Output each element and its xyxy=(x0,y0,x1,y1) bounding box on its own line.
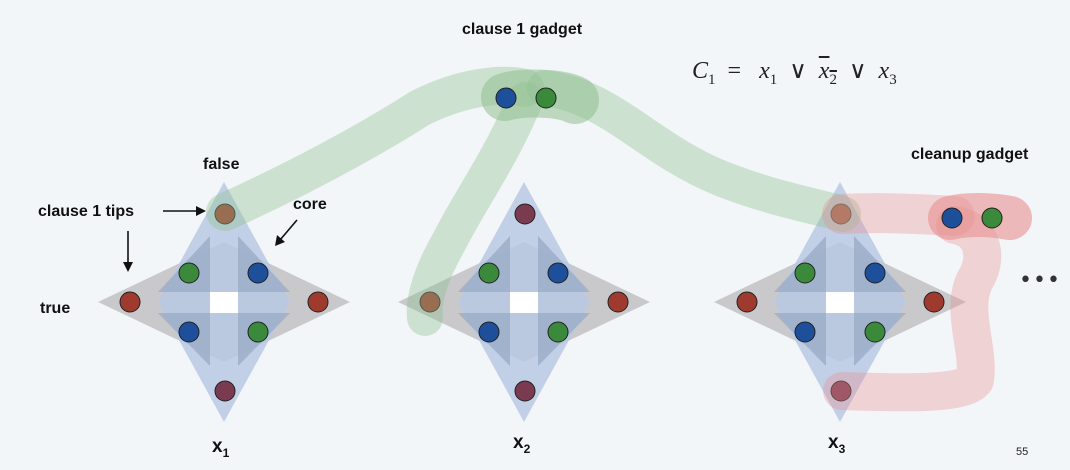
core-center xyxy=(210,292,238,313)
arrowhead-down xyxy=(123,262,133,272)
cleanup-node-blue xyxy=(941,207,963,229)
formula-equals: = xyxy=(727,58,742,84)
node-bottom xyxy=(830,380,852,402)
clause-tips-label: clause 1 tips xyxy=(38,203,135,220)
clause-arm-x2 xyxy=(406,82,543,336)
node-right xyxy=(607,291,629,313)
node-core-lower-right xyxy=(864,321,886,343)
formula-lhs-sub: 1 xyxy=(708,71,716,88)
formula-x2: x xyxy=(818,58,830,84)
page-number: 55 xyxy=(1016,446,1029,458)
node-top xyxy=(214,203,236,225)
cleanup-arm-bottom xyxy=(823,206,1002,412)
core-label: core xyxy=(293,196,327,213)
node-core-lower-right xyxy=(247,321,269,343)
formula-or-1: ∨ xyxy=(789,58,807,84)
node-core-upper-left xyxy=(478,262,500,284)
formula-lhs: C xyxy=(692,58,709,84)
variable-label-x3: x3 xyxy=(828,432,846,456)
clause-gadget-nodes xyxy=(495,87,557,109)
node-top xyxy=(830,203,852,225)
arrowhead-right xyxy=(196,206,206,216)
node-right xyxy=(307,291,329,313)
false-label: false xyxy=(203,156,240,173)
annotation-arrows xyxy=(123,206,298,272)
node-left xyxy=(419,291,441,313)
node-core-lower-right xyxy=(547,321,569,343)
core-arrow xyxy=(279,219,298,241)
node-core-upper-right xyxy=(864,262,886,284)
core-center xyxy=(826,292,854,313)
node-bottom xyxy=(514,380,536,402)
formula-x3-sub: 3 xyxy=(889,71,897,88)
clause-gadget-label: clause 1 gadget xyxy=(462,21,583,38)
formula-x1-sub: 1 xyxy=(769,71,778,88)
node-core-upper-right xyxy=(247,262,269,284)
variable-gadget-x1 xyxy=(98,182,350,422)
node-bottom xyxy=(214,380,236,402)
node-core-upper-left xyxy=(794,262,816,284)
true-label: true xyxy=(40,300,71,317)
node-core-lower-left xyxy=(178,321,200,343)
node-right xyxy=(923,291,945,313)
formula-x1: x xyxy=(759,58,770,84)
node-core-upper-right xyxy=(547,262,569,284)
clause-formula: C1 = x1 ∨ x2 ∨ x3 xyxy=(692,56,897,89)
formula-x3: x xyxy=(878,58,890,84)
node-core-lower-left xyxy=(478,321,500,343)
variable-label-x1: x1 xyxy=(212,436,230,460)
node-left xyxy=(119,291,141,313)
arrowhead-core xyxy=(275,235,285,246)
clause-node-green xyxy=(535,87,557,109)
cleanup-gadget-label: cleanup gadget xyxy=(911,146,1029,163)
node-top xyxy=(514,203,536,225)
variable-label-x2: x2 xyxy=(513,432,531,456)
formula-x2-sub: 2 xyxy=(829,71,837,88)
core-center xyxy=(510,292,538,313)
node-left xyxy=(736,291,758,313)
formula-or-2: ∨ xyxy=(848,58,867,84)
cleanup-node-green xyxy=(981,207,1003,229)
cleanup-gadget-nodes xyxy=(941,207,1003,229)
variable-gadget-x2 xyxy=(398,182,650,422)
node-core-upper-left xyxy=(178,262,200,284)
ellipsis: ••• xyxy=(1019,268,1061,293)
variable-gadget-x3 xyxy=(714,182,966,422)
node-core-lower-left xyxy=(794,321,816,343)
clause-node-blue xyxy=(495,87,517,109)
